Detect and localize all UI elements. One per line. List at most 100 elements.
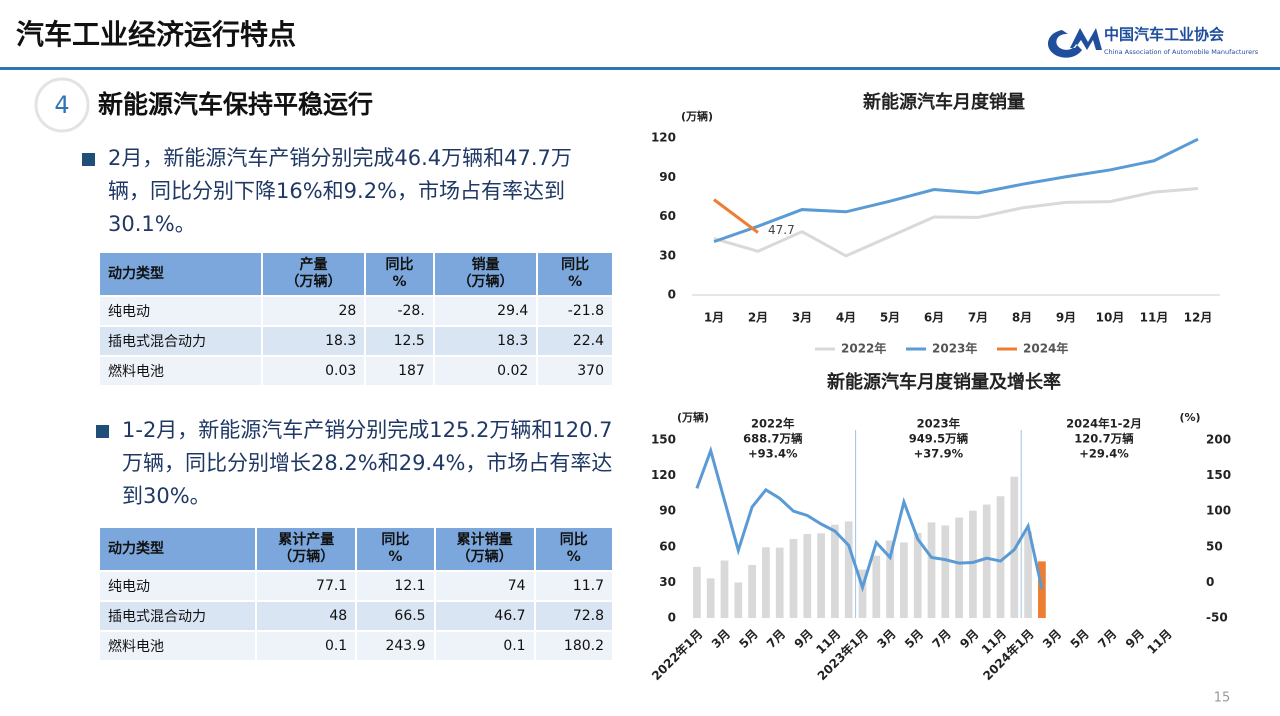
x-tick-label: 5月	[880, 311, 900, 325]
bar	[872, 555, 881, 618]
section-title: 新能源汽车保持平稳运行	[98, 90, 373, 119]
y-axis-label: (万辆)	[681, 109, 713, 123]
x-tick-label: 5月	[736, 627, 760, 651]
table-cell: 0.1	[257, 632, 356, 660]
table-row: 纯电动 28 -28. 29.4 -21.8	[100, 297, 612, 325]
table-cell: 纯电动	[100, 572, 256, 600]
x-tick-label: 5月	[1068, 627, 1092, 651]
x-tick-label: 1月	[704, 311, 724, 325]
bar	[858, 569, 867, 618]
table-cell: 12.1	[357, 572, 434, 600]
header-cell: 动力类型	[100, 253, 261, 295]
x-tick-label: 3月	[874, 627, 898, 651]
section-number: 4	[54, 91, 69, 119]
data-table: 动力类型 产量 （万辆） 同比 % 销量 （万辆） 同比 % 纯电动 28 -28. 29.4-…	[98, 251, 614, 387]
chart-title: 新能源汽车月度销量	[863, 91, 1025, 113]
x-tick-label: 7月	[968, 311, 988, 325]
header-cell: 动力类型	[100, 528, 256, 570]
y2-tick-label: 150	[1206, 468, 1231, 482]
table-cell: 0.03	[262, 357, 365, 385]
bullet: 1-2月，新能源汽车产销分别完成125.2万辆和120.7万辆，同比分别增长28…	[96, 414, 614, 513]
bar	[927, 522, 936, 618]
table-cell: -28.	[366, 297, 433, 325]
header-cell: 累计销量 （万辆）	[435, 528, 534, 570]
annotation: +93.4%	[748, 447, 798, 461]
org-name: 中国汽车工业协会	[1104, 26, 1224, 44]
bar	[817, 533, 825, 618]
x-tick-label: 3月	[709, 627, 733, 651]
bar	[831, 524, 839, 618]
slide-title: 汽车工业经济运行特点	[16, 18, 296, 51]
table-cell: 燃料电池	[100, 632, 256, 660]
bar	[913, 532, 922, 618]
bar	[969, 510, 977, 618]
y2-tick-label: -50	[1206, 611, 1228, 625]
table-cell: 74	[435, 572, 534, 600]
bar	[803, 533, 812, 618]
annotation: 688.7万辆	[743, 432, 803, 446]
table-cell: 370	[538, 357, 612, 385]
table-cell: 187	[366, 357, 433, 385]
x-tick-label: 11月	[1140, 311, 1169, 325]
x-tick-label: 2022年1月	[648, 626, 705, 683]
data-label: 47.7	[768, 223, 795, 237]
x-tick-label: 6月	[924, 311, 944, 325]
legend-label: 2024年	[1023, 341, 1068, 356]
x-tick-label: 9月	[1056, 311, 1076, 325]
y-tick-label: 90	[659, 504, 676, 518]
table-cell: 插电式混合动力	[100, 602, 256, 630]
bar	[844, 521, 853, 618]
bar	[775, 547, 784, 618]
legend-label: 2022年	[841, 341, 886, 356]
header-cell: 同比 %	[538, 253, 612, 295]
bar	[748, 564, 756, 618]
header-cell: 累计产量 （万辆）	[257, 528, 356, 570]
x-tick-label: 7月	[930, 627, 954, 651]
header-rule	[0, 67, 1280, 70]
y-tick-label: 60	[659, 539, 676, 553]
y-tick-label: 90	[659, 170, 676, 184]
x-tick-label: 10月	[1096, 311, 1125, 325]
annotation: 2022年	[751, 417, 795, 431]
x-tick-label: 12月	[1184, 311, 1213, 325]
bar	[996, 496, 1005, 618]
table-cell: 纯电动	[100, 297, 261, 325]
legend-label: 2023年	[932, 341, 977, 356]
y-tick-label: 120	[651, 468, 676, 482]
chart-title: 新能源汽车月度销量及增长率	[827, 371, 1061, 393]
bullet: 2月，新能源汽车产销分别完成46.4万辆和47.7万辆，同比分别下降16%和9.…	[82, 142, 608, 241]
table-cell: 18.3	[434, 327, 537, 355]
x-tick-label: 2月	[748, 311, 768, 325]
table-cell: 12.5	[366, 327, 433, 355]
x-tick-label: 11月	[1145, 627, 1175, 657]
y2-tick-label: 100	[1206, 504, 1231, 518]
line-series	[713, 137, 1199, 244]
y-tick-label: 60	[659, 209, 676, 223]
table-cell: 燃料电池	[100, 357, 261, 385]
table-cell: 77.1	[257, 572, 356, 600]
y-tick-label: 150	[651, 433, 676, 447]
header-cell: 同比 %	[535, 528, 612, 570]
bar	[720, 560, 729, 618]
table-cell: 48	[257, 602, 356, 630]
x-tick-label: 3月	[1040, 627, 1064, 651]
bullet-text: 1-2月，新能源汽车产销分别完成125.2万辆和120.7万辆，同比分别增长28…	[122, 418, 613, 508]
annotation: 949.5万辆	[909, 432, 969, 446]
x-tick-label: 4月	[836, 311, 856, 325]
y-tick-label: 120	[651, 131, 676, 145]
y2-tick-label: 50	[1206, 539, 1223, 553]
table-cell: 0.1	[435, 632, 534, 660]
table-cell: -21.8	[538, 297, 612, 325]
section-badge	[34, 77, 90, 133]
table-row: 纯电动 77.1 12.1 74 11.7	[100, 572, 612, 600]
annotation: 2024年1-2月	[1066, 417, 1142, 431]
bar	[1024, 531, 1032, 618]
page-number: 15	[1214, 691, 1231, 706]
table-cell: 180.2	[535, 632, 612, 660]
x-tick-label: 8月	[1012, 311, 1032, 325]
bar	[900, 542, 908, 618]
bar	[789, 538, 798, 618]
line-series	[713, 198, 759, 234]
annotation: +29.4%	[1079, 447, 1129, 461]
